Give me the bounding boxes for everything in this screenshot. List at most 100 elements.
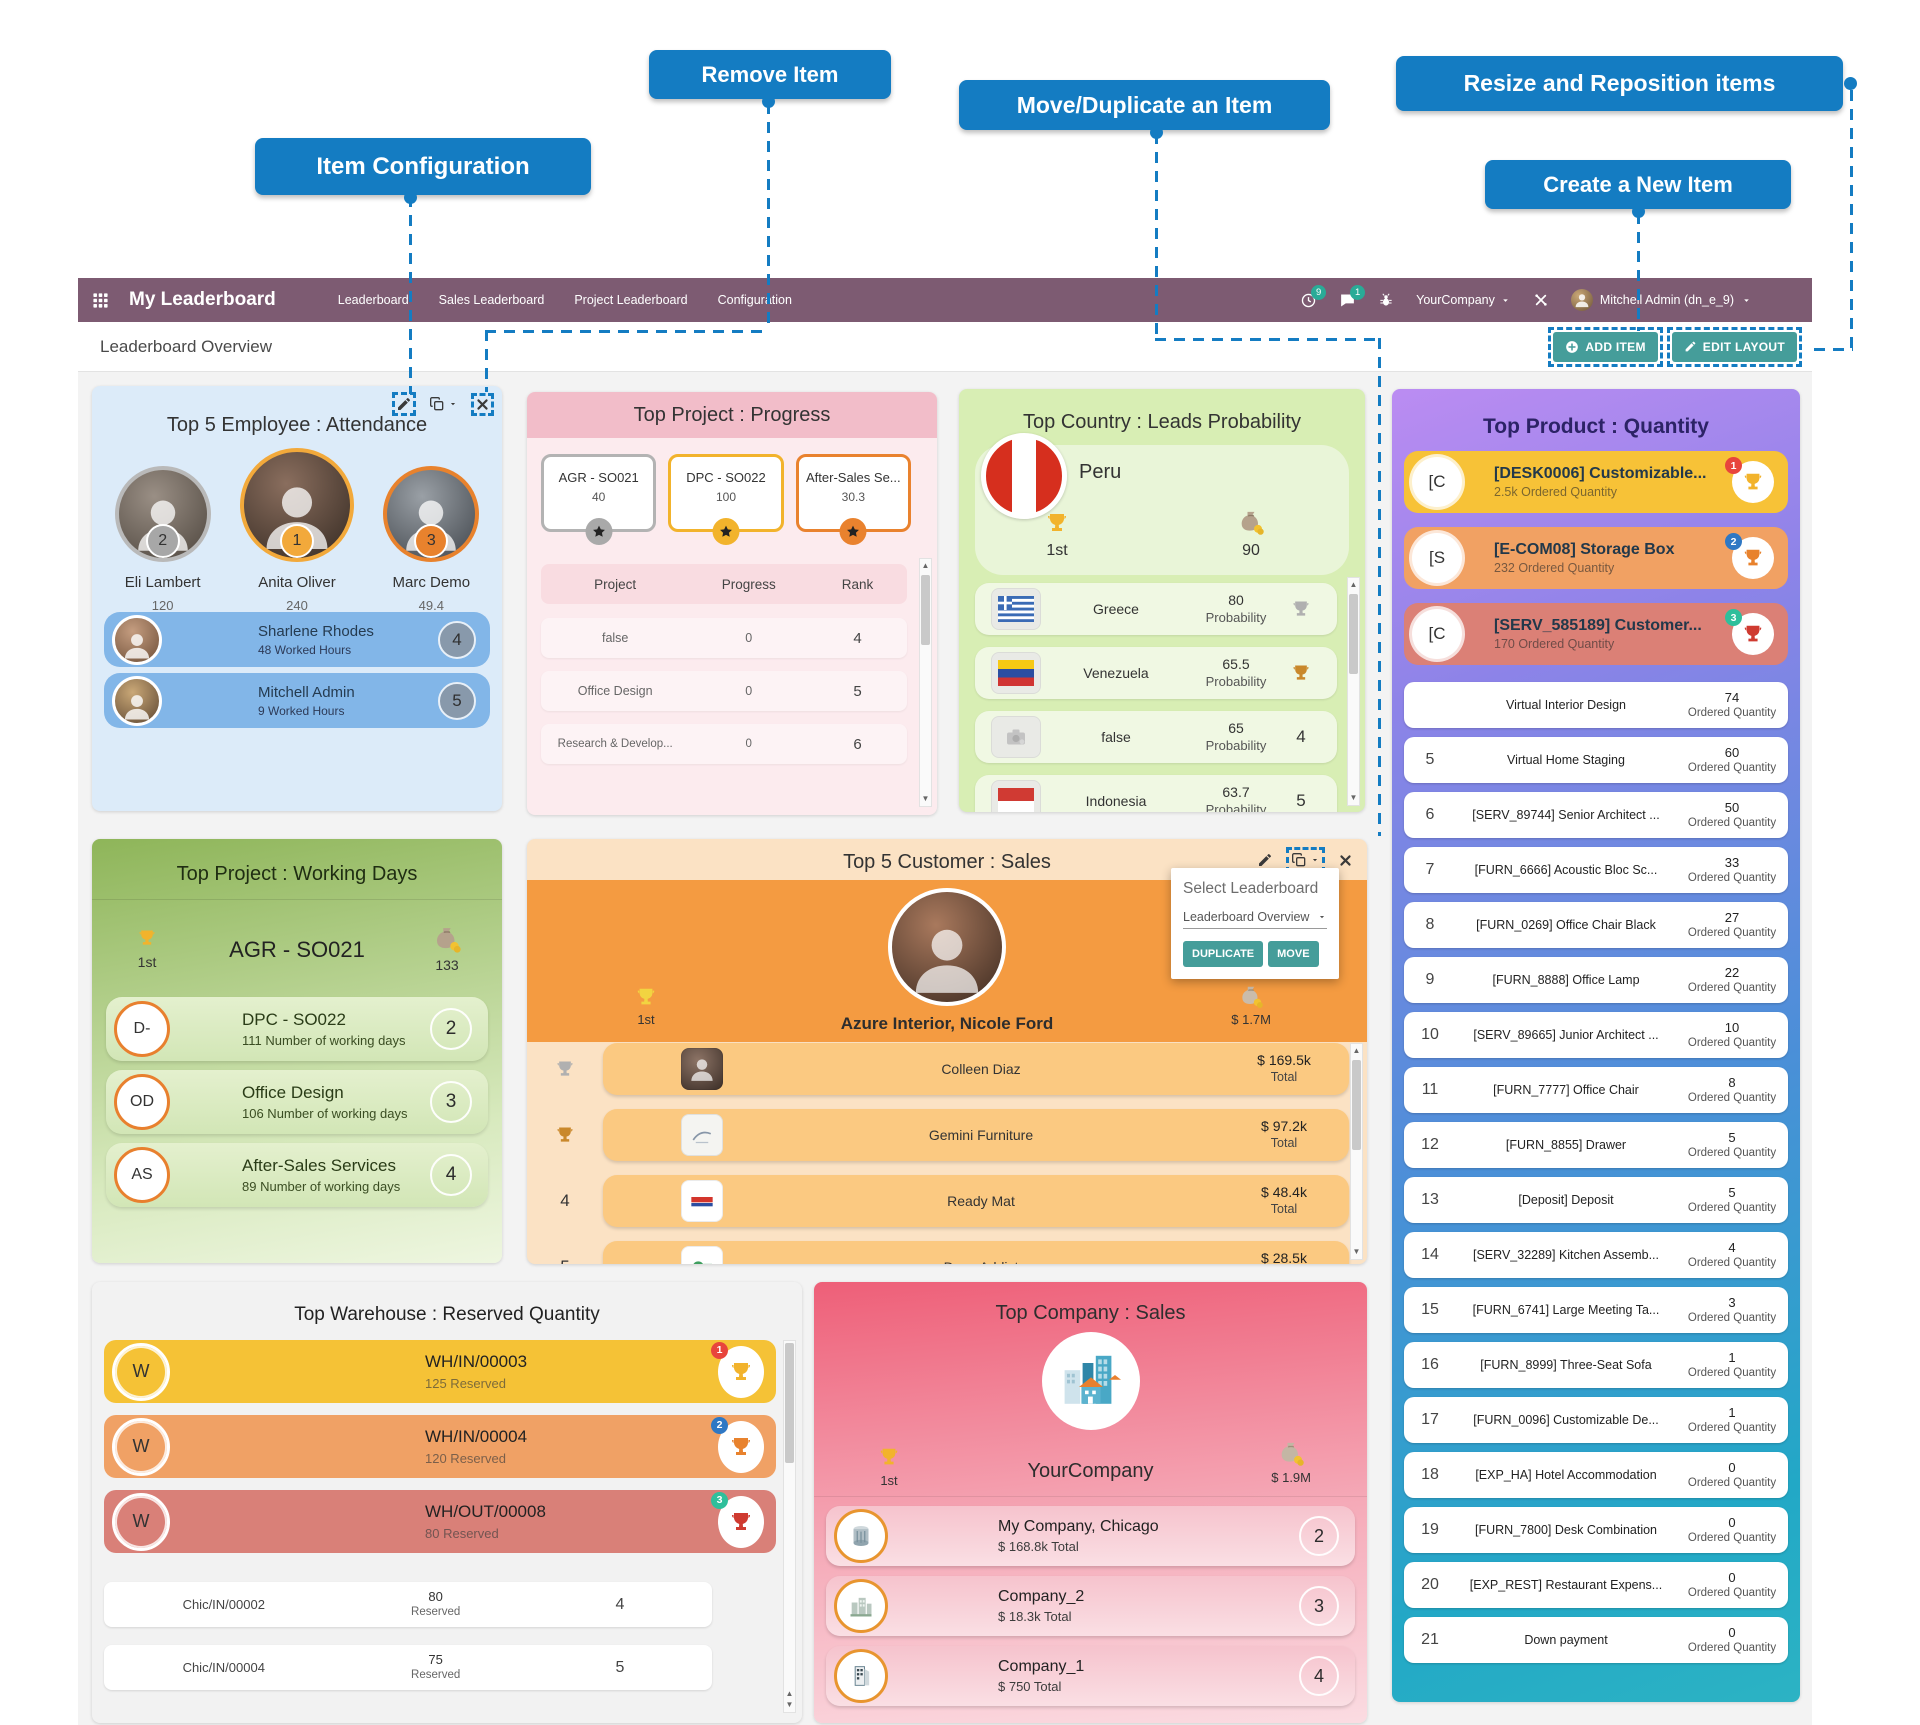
scrollbar-thumb[interactable] [921, 575, 930, 645]
scroll-up-icon[interactable]: ▲ [921, 561, 930, 570]
company-name: Company_1 [998, 1658, 1085, 1675]
rank-badge: 3 [711, 1491, 728, 1509]
menu-configuration[interactable]: Configuration [717, 293, 792, 307]
product-code-badge: [C [1412, 609, 1462, 659]
unit: Reserved [411, 1669, 461, 1682]
table-row: 7 [FURN_6666] Acoustic Bloc Sc... 33 Ordere… [1404, 847, 1788, 893]
rank: 4 [615, 1595, 625, 1613]
value: 65.5 [1222, 656, 1250, 673]
table-row: 8 [FURN_0269] Office Chair Black 27 Ordered… [1404, 902, 1788, 948]
table-row: 11 [FURN_7777] Office Chair 8 Ordered Quant… [1404, 1067, 1788, 1113]
move-button[interactable]: MOVE [1268, 941, 1319, 967]
scrollbar: ▲ ▼ [1350, 1043, 1363, 1260]
card-title: Top Product : Quantity [1483, 415, 1709, 438]
rank: 12 [1421, 1136, 1439, 1153]
edit-item-icon[interactable] [1257, 852, 1273, 868]
rank-badge: 1 [711, 1341, 728, 1359]
duplicate-button[interactable]: DUPLICATE [1183, 941, 1264, 967]
product-top-row: [C [DESK0006] Customizable... 2.5k Order… [1404, 451, 1788, 513]
card-title: Top Country : Leads Probability [1023, 411, 1301, 433]
product-name: [FURN_8999] Three-Seat Sofa [1480, 1358, 1652, 1372]
table-row: 18 [EXP_HA] Hotel Accommodation 0 Ordered Q… [1404, 1452, 1788, 1498]
col-progress: Progress [721, 576, 776, 592]
value: $ 48.4k [1261, 1184, 1307, 1201]
tools-icon[interactable] [1533, 292, 1549, 308]
messages-icon[interactable]: 1 [1339, 284, 1366, 309]
breadcrumb[interactable]: Leaderboard Overview [100, 336, 272, 356]
annotation-line [1155, 133, 1158, 338]
project-sub: 89 Number of working days [242, 1179, 401, 1194]
annotation-line [767, 103, 770, 331]
debug-bug-icon[interactable] [1378, 292, 1394, 308]
scrollbar-thumb[interactable] [1349, 594, 1358, 674]
value: 75 [428, 1652, 443, 1668]
menu-leaderboard[interactable]: Leaderboard [337, 293, 409, 307]
activities-icon[interactable]: 9 [1300, 284, 1327, 309]
winner-name: AGR - SO021 [229, 937, 365, 962]
duplicate-item-icon[interactable] [1291, 852, 1320, 868]
popup-title: Select Leaderboard [1183, 880, 1319, 897]
app-title: My Leaderboard [129, 289, 276, 310]
add-item-button[interactable]: ADD ITEM [1553, 331, 1658, 362]
remove-item-icon[interactable] [475, 397, 490, 412]
employee-name: Marc Demo [392, 574, 471, 591]
scrollbar-thumb[interactable] [785, 1343, 794, 1463]
trophy-icon [1047, 514, 1067, 531]
company-name: Company_2 [998, 1588, 1085, 1605]
leaderboard-select[interactable]: Leaderboard Overview [1183, 910, 1327, 929]
project-initials-badge: D- [114, 1001, 170, 1057]
scroll-up-icon[interactable]: ▲ [1349, 580, 1358, 589]
rank-badge: 5 [438, 681, 476, 720]
list-item: Greece 80 Probability [975, 583, 1337, 635]
greece-flag-icon [991, 588, 1041, 630]
product-name: [SERV_89744] Senior Architect ... [1472, 808, 1660, 822]
annotation-dot [1844, 77, 1857, 90]
edit-item-icon[interactable] [396, 396, 412, 412]
apps-grid-icon[interactable] [92, 292, 109, 309]
star-badge-icon [585, 518, 613, 545]
rank-badge: 1 [279, 524, 314, 558]
edit-layout-button[interactable]: EDIT LAYOUT [1671, 331, 1797, 362]
warehouse-row: W WH/OUT/00008 80 Reserved 3 [104, 1490, 776, 1553]
product-name: [FURN_0096] Customizable De... [1473, 1413, 1659, 1427]
rank: 5 [1425, 751, 1435, 768]
country-winner: Peru 1st 90 [975, 433, 1349, 575]
scrollbar: ▲ ▼ [919, 558, 932, 807]
rank: 9 [1425, 971, 1435, 988]
annotation-line [485, 330, 770, 333]
scroll-down-icon[interactable]: ▼ [1349, 793, 1358, 802]
table-row: 19 [FURN_7800] Desk Combination 0 Ordered Q… [1404, 1507, 1788, 1553]
rank: 15 [1421, 1301, 1439, 1318]
customer-name: Deco Addict [723, 1259, 1239, 1264]
menu-sales-leaderboard[interactable]: Sales Leaderboard [438, 293, 545, 307]
scrollbar-thumb[interactable] [1352, 1060, 1361, 1150]
scroll-up-icon[interactable]: ▲ [785, 1689, 794, 1698]
rank: 14 [1421, 1246, 1439, 1263]
product-code-badge: [S [1412, 533, 1462, 583]
scrollbar: ▲ ▼ [1347, 577, 1360, 806]
warehouse-name: Chic/IN/00004 [182, 1660, 265, 1675]
scroll-down-icon[interactable]: ▼ [785, 1700, 794, 1709]
card-top-product-quantity: Top Product : Quantity [C [DESK0006] Cus… [1392, 389, 1800, 1702]
list-item: Company_1 $ 750 Total 4 [826, 1646, 1355, 1706]
annotation-line [1637, 213, 1640, 331]
user-menu[interactable]: Mitchell Admin (dn_e_9) [1570, 289, 1752, 311]
moneybag-icon [1241, 511, 1264, 535]
table-row: Chic/IN/00004 75 Reserved 5 [104, 1645, 712, 1690]
menu-project-leaderboard[interactable]: Project Leaderboard [574, 293, 688, 307]
list-item: D- DPC - SO022 111 Number of working day… [106, 997, 488, 1061]
company-switcher[interactable]: YourCompany [1416, 293, 1511, 307]
employee-name: Eli Lambert [124, 574, 201, 591]
list-item: OD Office Design 106 Number of working d… [106, 1070, 488, 1134]
value: $ 97.2k [1261, 1118, 1307, 1135]
scroll-down-icon[interactable]: ▼ [1352, 1247, 1361, 1256]
cell-project: false [601, 631, 629, 645]
remove-item-icon[interactable] [1338, 853, 1353, 868]
scroll-down-icon[interactable]: ▼ [921, 794, 930, 803]
rank: 4 [560, 1191, 570, 1210]
annotation-move-duplicate: Move/Duplicate an Item [959, 80, 1330, 130]
annotation-line [409, 196, 412, 394]
scroll-up-icon[interactable]: ▲ [1352, 1046, 1361, 1055]
duplicate-item-icon[interactable] [429, 396, 458, 412]
rank: 16 [1421, 1356, 1439, 1373]
